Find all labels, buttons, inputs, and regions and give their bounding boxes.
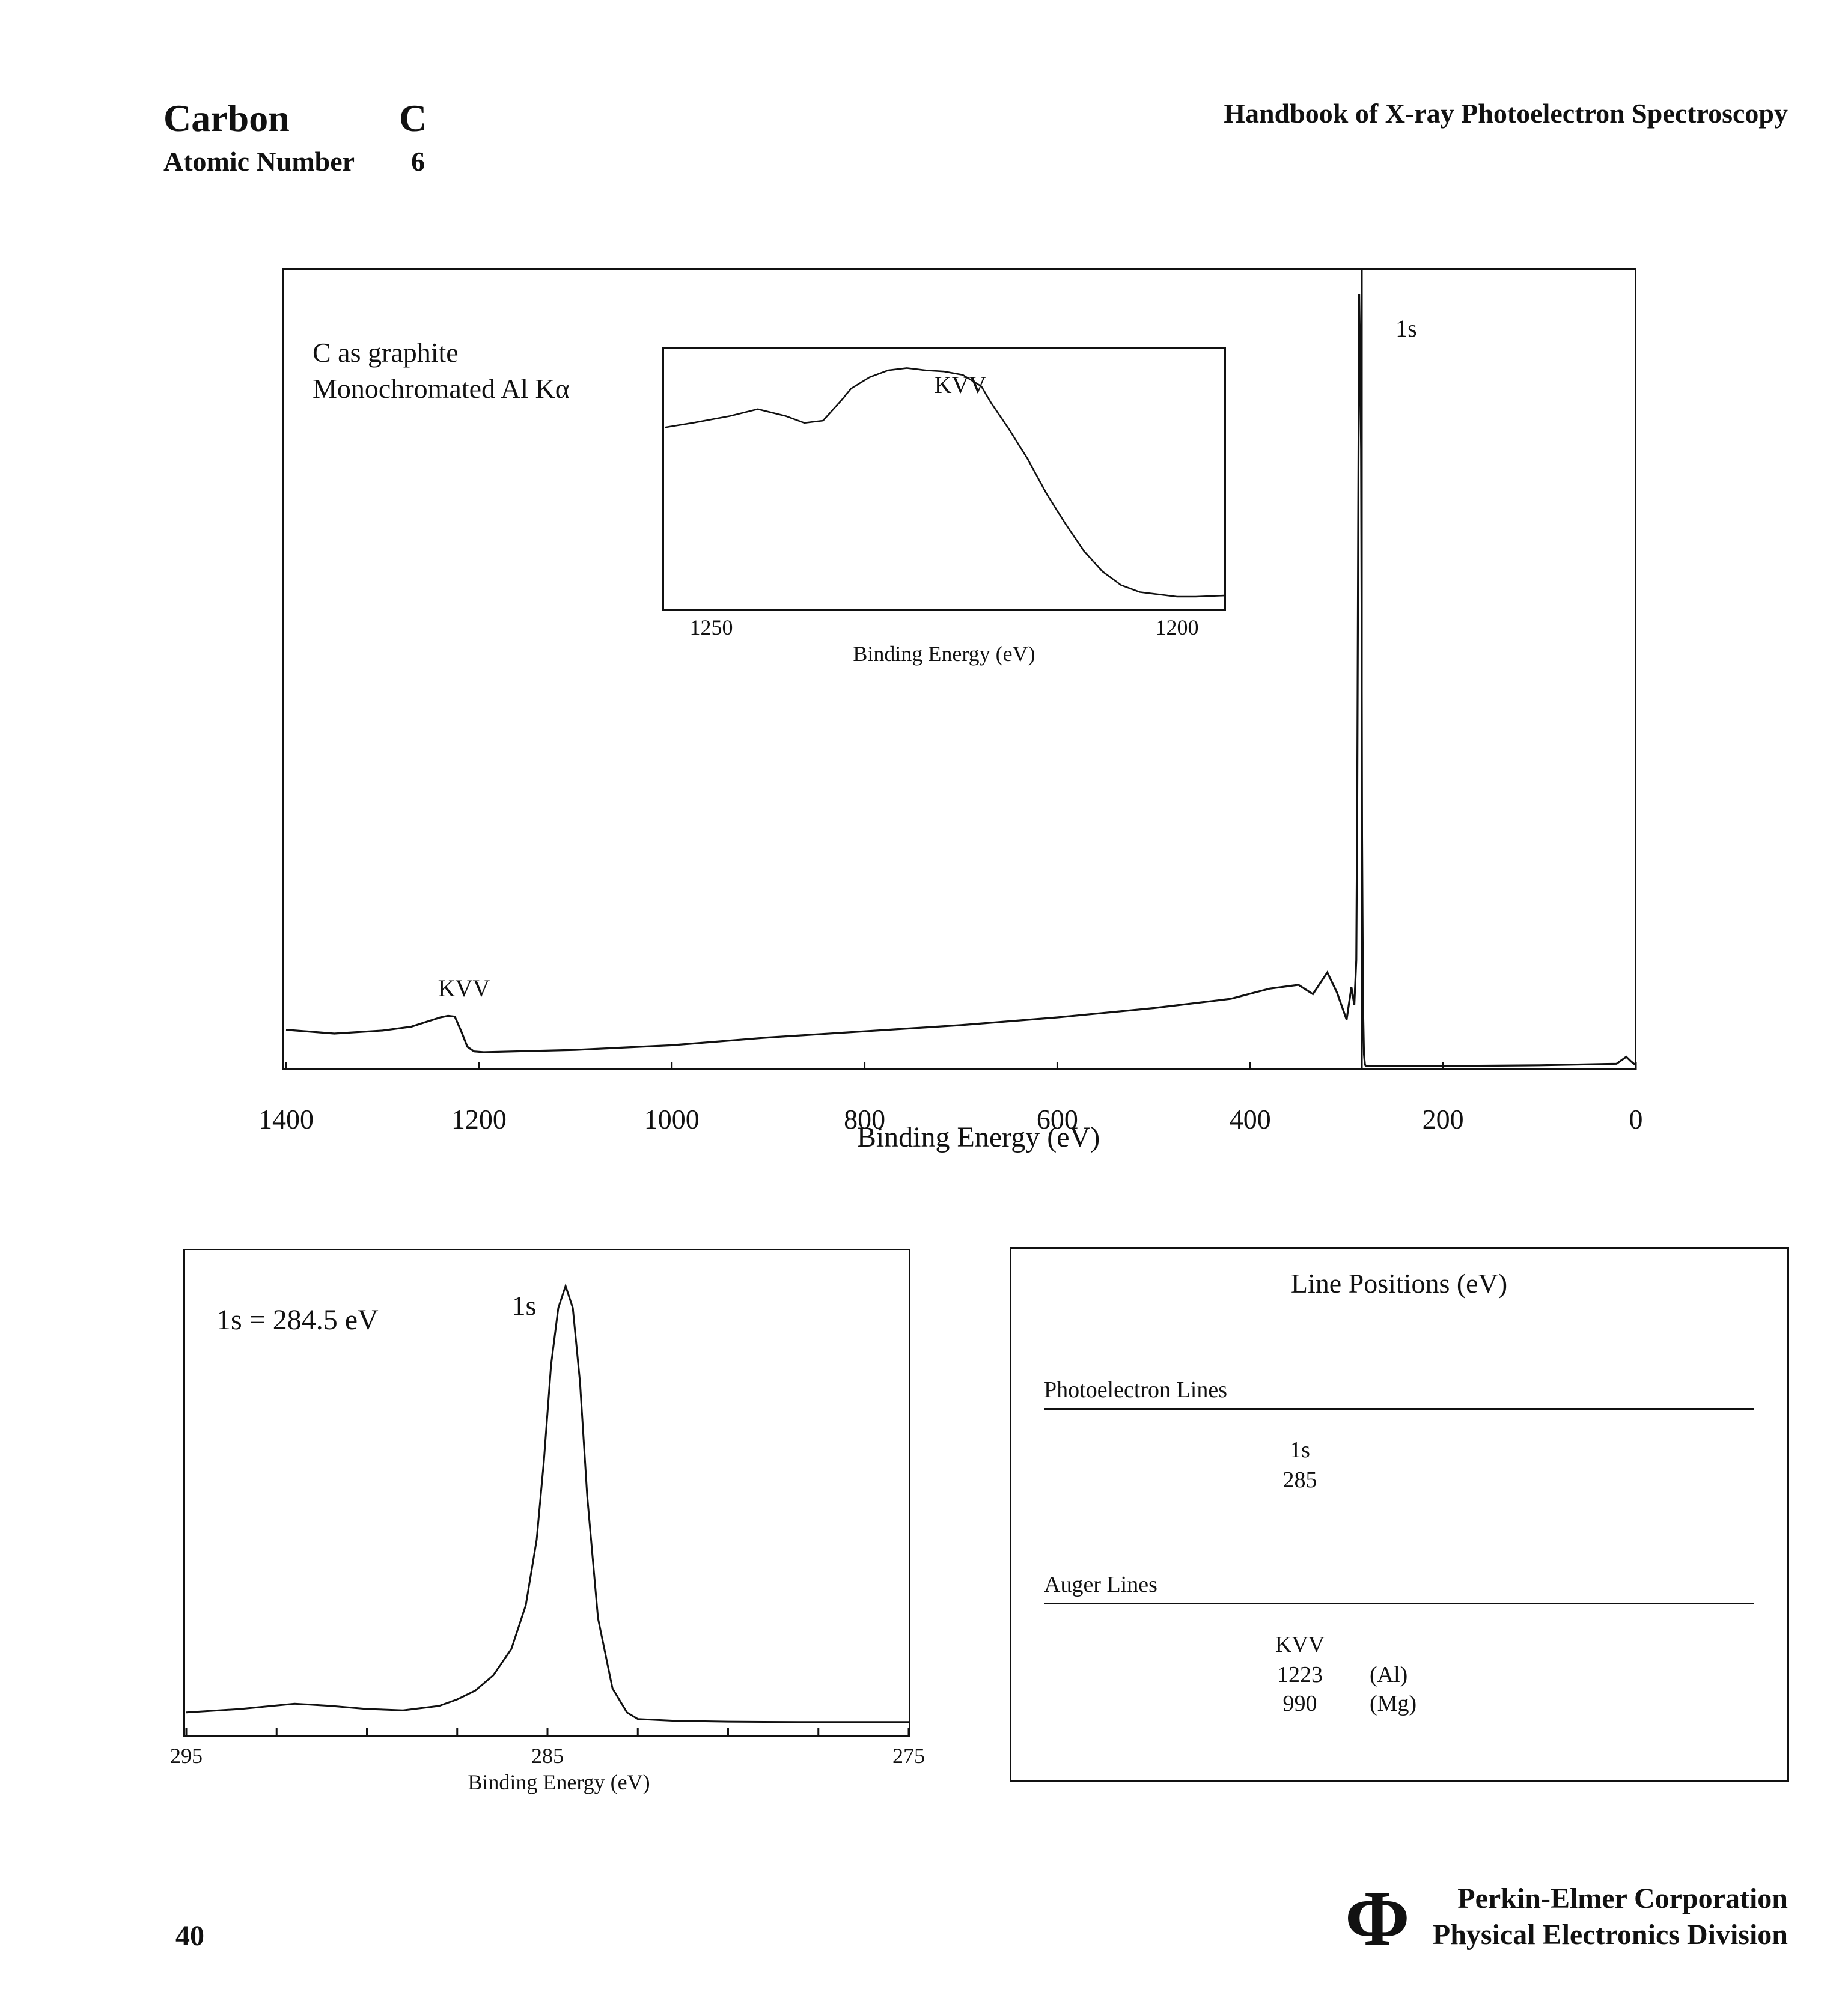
kvv-series-line (664, 367, 1224, 598)
survey-chart-frame (282, 268, 1636, 1070)
survey-tick-label: 1400 (258, 1104, 314, 1135)
line-positions-title: Line Positions (eV) (1290, 1268, 1508, 1299)
kvv-x-axis-label: Binding Energy (eV) (853, 642, 1035, 666)
auger-source-mg: (Mg) (1370, 1691, 1417, 1716)
photoelectron-rule (1044, 1408, 1754, 1410)
element-symbol: C (399, 97, 427, 139)
survey-tick-label: 600 (1037, 1104, 1078, 1135)
photoelectron-line-name: 1s (1290, 1437, 1310, 1463)
auger-heading: Auger Lines (1044, 1572, 1157, 1597)
survey-tick-label: 0 (1629, 1104, 1643, 1135)
survey-kvv-label: KVV (438, 975, 490, 1002)
photoelectron-heading: Photoelectron Lines (1044, 1377, 1227, 1403)
photoelectron-line-value: 285 (1282, 1467, 1317, 1493)
book-title: Handbook of X-ray Photoelectron Spectros… (1224, 98, 1788, 129)
survey-x-axis-label: Binding Energy (eV) (857, 1121, 1100, 1153)
element-name: Carbon (163, 97, 290, 139)
kvv-peak-label: KVV (935, 371, 987, 398)
survey-source-label: Monochromated Al Kα (313, 373, 570, 404)
c1s-tick-label: 275 (892, 1744, 925, 1768)
survey-tick-label: 200 (1423, 1104, 1464, 1135)
atomic-number-label: Atomic Number (163, 146, 355, 177)
company-name: Perkin-Elmer Corporation (1457, 1883, 1788, 1914)
survey-tick-label: 1200 (451, 1104, 507, 1135)
page-number: 40 (175, 1920, 204, 1952)
auger-value-mg: 990 (1282, 1691, 1317, 1716)
c1s-peak-label: 1s (512, 1290, 537, 1321)
c1s-tick-label: 285 (531, 1744, 564, 1768)
survey-series-line (285, 294, 1636, 1067)
survey-tick-label: 800 (844, 1104, 885, 1135)
auger-value-al: 1223 (1277, 1662, 1323, 1687)
survey-tick-label: 1000 (644, 1104, 700, 1135)
auger-line-name: KVV (1275, 1632, 1325, 1657)
survey-tick-label: 400 (1230, 1104, 1271, 1135)
kvv-tick-label: 1250 (690, 615, 733, 639)
phi-logo-icon: Φ (1345, 1875, 1410, 1962)
survey-sample-label: C as graphite (313, 337, 459, 368)
kvv-inset-frame (662, 347, 1226, 611)
c1s-binding-energy-note: 1s = 284.5 eV (216, 1304, 379, 1336)
survey-1s-label: 1s (1395, 315, 1417, 342)
kvv-tick-label: 1200 (1156, 615, 1199, 639)
company-division: Physical Electronics Division (1432, 1919, 1788, 1951)
c1s-x-axis-label: Binding Energy (eV) (468, 1770, 650, 1794)
atomic-number-value: 6 (411, 146, 425, 177)
auger-source-al: (Al) (1370, 1662, 1408, 1687)
line-positions-box: Line Positions (eV) Photoelectron Lines … (1010, 1247, 1789, 1782)
c1s-tick-label: 295 (170, 1744, 203, 1768)
auger-rule (1044, 1603, 1754, 1604)
c1s-series-line (186, 1283, 909, 1723)
